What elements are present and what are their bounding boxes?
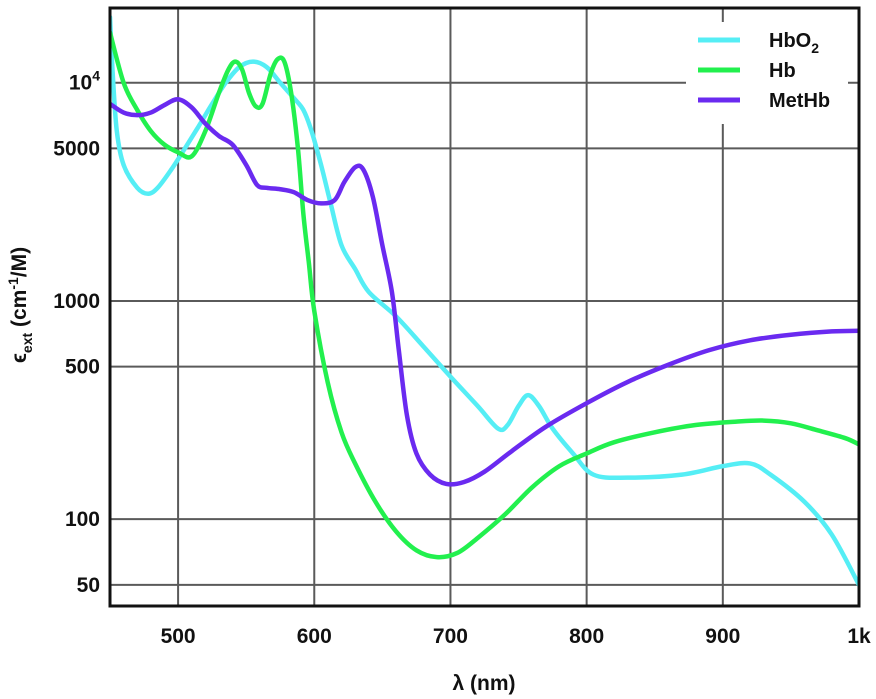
x-tick-label: 900 xyxy=(705,625,740,648)
legend-label-hbo2: HbO2 xyxy=(769,30,819,56)
series-line-hbo2 xyxy=(110,14,859,588)
x-tick-label: 600 xyxy=(297,625,332,648)
series-line-methb xyxy=(110,96,859,487)
legend-label-hb: Hb xyxy=(769,60,796,82)
y-tick-label: 100 xyxy=(65,508,100,531)
legend: HbO2 Hb MetHb xyxy=(686,22,848,124)
x-tick-label: 500 xyxy=(161,625,196,648)
x-tick-label: 800 xyxy=(569,625,604,648)
y-axis-label: ϵext (cm-1/M) xyxy=(5,247,35,363)
x-axis-label: λ (nm) xyxy=(453,672,516,695)
plot-frame xyxy=(108,6,861,608)
series-line-hb xyxy=(110,30,859,560)
x-tick-label: 700 xyxy=(433,625,468,648)
legend-label-methb: MetHb xyxy=(769,90,830,112)
y-tick-label: 50 xyxy=(77,574,100,597)
y-tick-label: 1000 xyxy=(53,290,100,313)
y-tick-label: 104 xyxy=(69,68,100,95)
series-lines xyxy=(110,14,859,588)
y-tick-label: 500 xyxy=(65,356,100,379)
x-tick-label: 1k xyxy=(847,625,871,648)
y-tick-label: 5000 xyxy=(53,137,100,160)
tick-labels: 500 600 700 800 900 1k 50 100 500 1000 5000 104 xyxy=(53,68,871,648)
grid xyxy=(110,8,859,606)
